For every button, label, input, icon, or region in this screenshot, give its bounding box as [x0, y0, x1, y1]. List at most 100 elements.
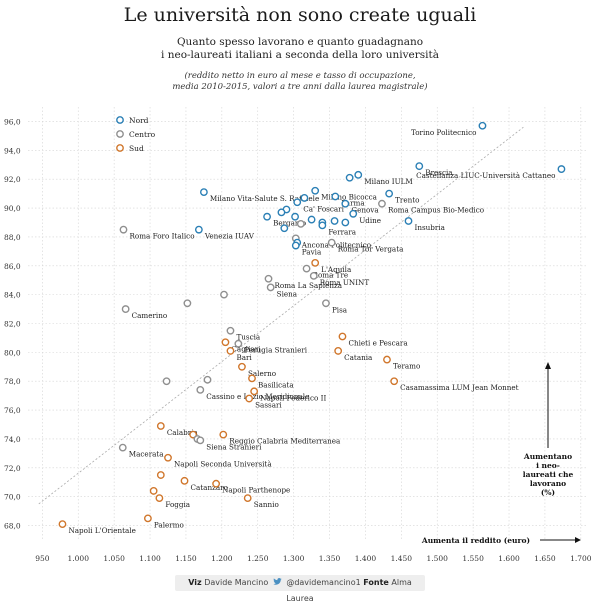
point-label: Udine: [359, 216, 381, 225]
x-tick-label: 1.100: [139, 554, 161, 563]
x-tick-label: 1.550: [462, 554, 484, 563]
data-point: [383, 355, 391, 364]
point-label: Pavia: [302, 248, 322, 257]
point-label: Perugia Stranieri: [244, 346, 307, 355]
data-point: [341, 199, 350, 208]
point-label: Pisa: [332, 305, 348, 314]
point-label: Calabria: [167, 428, 199, 437]
y-tick-label: 86,0: [4, 262, 21, 271]
point-label: L'Aquila: [321, 265, 352, 274]
data-point: [291, 241, 300, 250]
data-point: [263, 212, 271, 221]
x-tick-label: 1.050: [103, 554, 125, 563]
trend-line: [38, 126, 524, 505]
data-point: [318, 221, 327, 230]
point-label: Foggia: [165, 500, 190, 509]
data-point: [557, 165, 566, 173]
scatter-chart: 950 1.000 1.050 1.100 1.150 1.200 1.250 1.300 1.…: [4, 107, 592, 563]
data-point: [180, 476, 189, 485]
data-point: [194, 225, 203, 234]
twitter-handle[interactable]: @davidemancino1: [286, 578, 361, 587]
point-label: Milano IULM: [364, 177, 413, 186]
data-point: [478, 121, 487, 130]
source-label: Fonte: [363, 578, 389, 587]
point-label: Catania: [344, 353, 373, 362]
legend-label: Centro: [129, 130, 156, 139]
point-label: Tuscia: [236, 333, 260, 342]
y-axis-label-line: (%): [541, 488, 555, 497]
data-point: [164, 453, 172, 462]
data-point: [349, 209, 358, 218]
x-axis-arrowhead: [575, 537, 581, 543]
data-point: [149, 487, 158, 495]
point-label: Cagliari: [231, 344, 261, 353]
data-point: [354, 170, 363, 179]
point-label: Milano Vita-Salute S. Raffaele: [210, 194, 319, 203]
point-label: Macerata: [129, 450, 165, 459]
data-point: [385, 189, 394, 198]
data-point: [302, 264, 311, 273]
point-label: Roma Campus Bio-Medico: [388, 206, 484, 215]
y-axis-label-line: lavorano: [530, 479, 566, 488]
x-axis-label: Aumenta il reddito (euro): [421, 536, 530, 545]
point-label: Napoli L'Orientale: [68, 526, 135, 535]
data-point: [203, 375, 212, 384]
data-point: [248, 374, 256, 383]
point-label: Roma Tre: [313, 271, 349, 280]
data-point: [331, 192, 340, 201]
subtitle-line-2: i neo-laureati italiani a seconda della …: [161, 49, 439, 61]
point-label: Roma La Sapienza: [275, 281, 343, 290]
data-point: [330, 217, 339, 225]
subtitle-line-1: Quanto spesso lavorano e quanto guadagna…: [176, 36, 424, 48]
point-label: Parma: [341, 198, 365, 207]
data-point: [156, 471, 165, 479]
data-point: [390, 377, 399, 386]
data-point: [143, 514, 152, 523]
data-point: [311, 258, 320, 267]
point-label: Bergamo: [273, 219, 306, 228]
note-line-2: media 2010-2015, valori a tre anni dalla…: [172, 82, 428, 92]
data-point: [293, 198, 302, 207]
data-point: [307, 215, 316, 224]
data-point: [311, 186, 320, 195]
y-axis-label-line: Aumentano: [523, 452, 572, 461]
data-point: [291, 212, 299, 221]
data-point: [220, 290, 228, 299]
twitter-bird-icon: [273, 578, 282, 585]
point-label: Ancona Politecnico: [301, 240, 371, 249]
point-label: Milano Bicocca: [321, 193, 377, 202]
data-point: [378, 199, 386, 208]
data-point: [341, 218, 350, 227]
point-label: Cassino e Lazio Meridionale: [206, 392, 309, 401]
x-tick-label: 1.000: [68, 554, 90, 563]
credits-footer: Viz Davide Mancino @davidemancino1 Fonte…: [175, 575, 425, 603]
point-label: Ca' Foscari: [303, 204, 344, 213]
data-point: [226, 347, 235, 355]
point-label: Roma Foro Italico: [129, 232, 194, 241]
data-point: [250, 387, 259, 396]
data-point: [226, 326, 235, 335]
x-tick-label: 950: [35, 554, 50, 563]
y-tick-label: 94,0: [4, 146, 21, 155]
point-label: Napoli Seconda Università: [174, 460, 272, 469]
point-label: Roma Tor Vergata: [338, 245, 404, 254]
point-label: Bari: [236, 353, 252, 362]
point-label: Basilicata: [258, 380, 294, 389]
data-point: [196, 436, 205, 445]
point-label: Napoli Federico II: [260, 393, 326, 402]
x-tick-label: 1.650: [534, 554, 556, 563]
point-label: Castellanza LIUC-Università Cattaneo: [416, 171, 555, 180]
data-point: [277, 208, 286, 217]
y-tick-label: 92,0: [4, 175, 21, 184]
source-name: Alma Laurea: [286, 578, 412, 603]
data-point: [156, 422, 165, 430]
point-label: Genova: [351, 206, 379, 215]
point-label: Casamassima LUM Jean Monnet: [400, 383, 519, 392]
x-tick-label: 1.400: [355, 554, 377, 563]
viz-label: Viz: [188, 578, 202, 587]
x-tick-label: 1.450: [391, 554, 413, 563]
x-tick-label: 1.150: [175, 554, 197, 563]
y-tick-label: 88,0: [4, 233, 21, 242]
y-tick-label: 74,0: [4, 435, 21, 444]
data-point: [245, 394, 254, 403]
